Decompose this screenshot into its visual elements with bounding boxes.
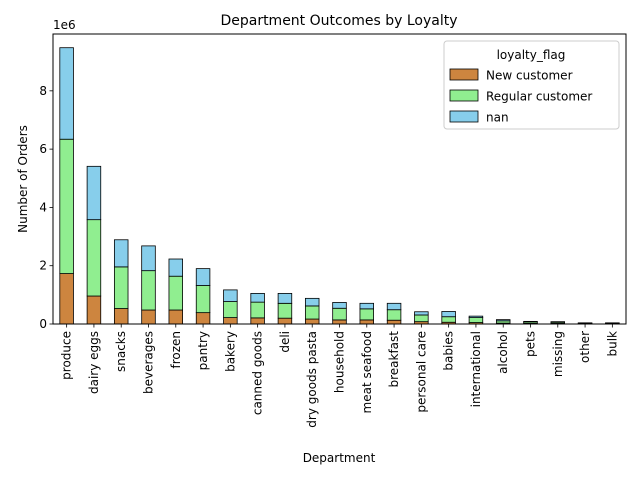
y-tick-label: 2 <box>39 259 47 273</box>
bar-missing-series-2 <box>550 321 566 323</box>
x-tick-label-pantry: pantry <box>196 331 210 370</box>
bar-dairy-eggs-series-0 <box>86 295 102 325</box>
bar-personal-care-series-1 <box>414 314 429 323</box>
legend-swatch-1 <box>449 89 479 102</box>
bar-frozen-series-0 <box>168 309 184 325</box>
bar-pantry-series-0 <box>195 312 211 325</box>
y-tick-label: 8 <box>39 84 47 98</box>
legend-label-0: New customer <box>486 69 573 83</box>
x-tick-label-dry-goods-pasta: dry goods pasta <box>305 331 319 428</box>
chart-title: Department Outcomes by Loyalty <box>220 13 457 29</box>
x-axis: produce dairy eggs snacks beverages frozen pa… <box>60 324 619 428</box>
bar-babies-series-1 <box>441 316 456 323</box>
bar-breakfast-series-2 <box>386 302 402 311</box>
bar-alcohol-series-2 <box>495 319 511 322</box>
bar-personal-care-series-2 <box>414 311 429 316</box>
x-tick-label-dairy-eggs: dairy eggs <box>87 331 101 394</box>
bars-layer <box>59 47 620 325</box>
bar-snacks-series-2 <box>113 239 129 268</box>
bar-beverages-series-2 <box>141 245 156 272</box>
bar-household-series-2 <box>332 302 347 309</box>
bar-deli-series-1 <box>277 302 293 319</box>
bar-international-series-1 <box>468 317 484 323</box>
x-tick-label-beverages: beverages <box>142 331 156 394</box>
bar-pantry-series-1 <box>195 285 211 314</box>
x-tick-label-babies: babies <box>442 331 456 371</box>
x-tick-label-snacks: snacks <box>114 331 128 372</box>
bar-bakery-series-2 <box>223 289 238 302</box>
y-tick-label: 6 <box>39 142 47 156</box>
legend: loyalty_flag New customer Regular custome… <box>443 40 620 130</box>
bar-dairy-eggs-series-1 <box>86 219 102 297</box>
bar-produce-series-1 <box>59 138 74 274</box>
bar-beverages-series-0 <box>141 309 156 325</box>
bar-produce-series-0 <box>59 273 74 325</box>
legend-label-2: nan <box>486 111 509 125</box>
y-tick-label: 4 <box>39 200 47 214</box>
bar-snacks-series-0 <box>113 308 129 325</box>
x-tick-label-breakfast: breakfast <box>387 331 401 388</box>
bar-deli-series-0 <box>277 317 293 325</box>
legend-frame <box>443 40 620 130</box>
bar-household-series-0 <box>332 319 347 325</box>
bar-snacks-series-1 <box>113 266 129 309</box>
bar-meat-seafood-series-2 <box>359 302 374 310</box>
x-tick-label-deli: deli <box>278 331 292 353</box>
legend-swatch-0 <box>449 68 479 81</box>
x-tick-label-bulk: bulk <box>605 331 619 357</box>
bar-meat-seafood-series-0 <box>359 319 374 325</box>
x-tick-label-pets: pets <box>524 331 538 357</box>
legend-label-1: Regular customer <box>486 90 592 104</box>
y-axis-offset-label: 1e6 <box>53 18 76 32</box>
y-tick-label: 0 <box>39 317 47 331</box>
x-tick-label-produce: produce <box>60 331 74 380</box>
bar-frozen-series-2 <box>168 258 184 277</box>
bar-dry-goods-pasta-series-1 <box>304 305 320 320</box>
legend-swatch-2 <box>449 110 479 123</box>
bar-babies-series-2 <box>441 311 456 318</box>
x-tick-label-frozen: frozen <box>169 331 183 369</box>
bar-bakery-series-0 <box>223 317 238 325</box>
bar-pantry-series-2 <box>195 268 211 286</box>
bar-canned-goods-series-2 <box>250 292 265 303</box>
bar-deli-series-2 <box>277 292 293 304</box>
x-tick-label-canned-goods: canned goods <box>251 331 265 415</box>
bar-bakery-series-1 <box>223 301 238 318</box>
x-tick-label-meat-seafood: meat seafood <box>360 331 374 413</box>
bar-pets-series-2 <box>523 320 538 323</box>
bar-dry-goods-pasta-series-0 <box>304 318 320 325</box>
x-tick-label-personal-care: personal care <box>414 331 428 413</box>
x-tick-label-other: other <box>578 331 592 363</box>
legend-entries: New customer Regular customer nan <box>449 68 592 125</box>
bar-frozen-series-1 <box>168 275 184 311</box>
y-axis: 0 2 4 6 8 <box>39 84 53 331</box>
bar-canned-goods-series-0 <box>250 317 265 325</box>
x-tick-label-household: household <box>333 331 347 393</box>
bar-household-series-1 <box>332 307 347 321</box>
bar-canned-goods-series-1 <box>250 301 265 319</box>
y-axis-label: Number of Orders <box>16 125 30 233</box>
bar-beverages-series-1 <box>141 270 156 311</box>
bar-dairy-eggs-series-2 <box>86 165 102 221</box>
bar-produce-series-2 <box>59 47 74 140</box>
bar-international-series-2 <box>468 315 484 318</box>
legend-title: loyalty_flag <box>497 48 566 62</box>
bar-breakfast-series-0 <box>386 319 402 325</box>
bar-meat-seafood-series-1 <box>359 308 374 321</box>
x-tick-label-alcohol: alcohol <box>496 331 510 374</box>
x-tick-label-international: international <box>469 331 483 407</box>
x-tick-label-bakery: bakery <box>223 331 237 372</box>
bar-breakfast-series-1 <box>386 309 402 321</box>
bar-dry-goods-pasta-series-2 <box>304 297 320 307</box>
x-tick-label-missing: missing <box>551 331 565 377</box>
x-axis-label: Department <box>303 451 376 465</box>
